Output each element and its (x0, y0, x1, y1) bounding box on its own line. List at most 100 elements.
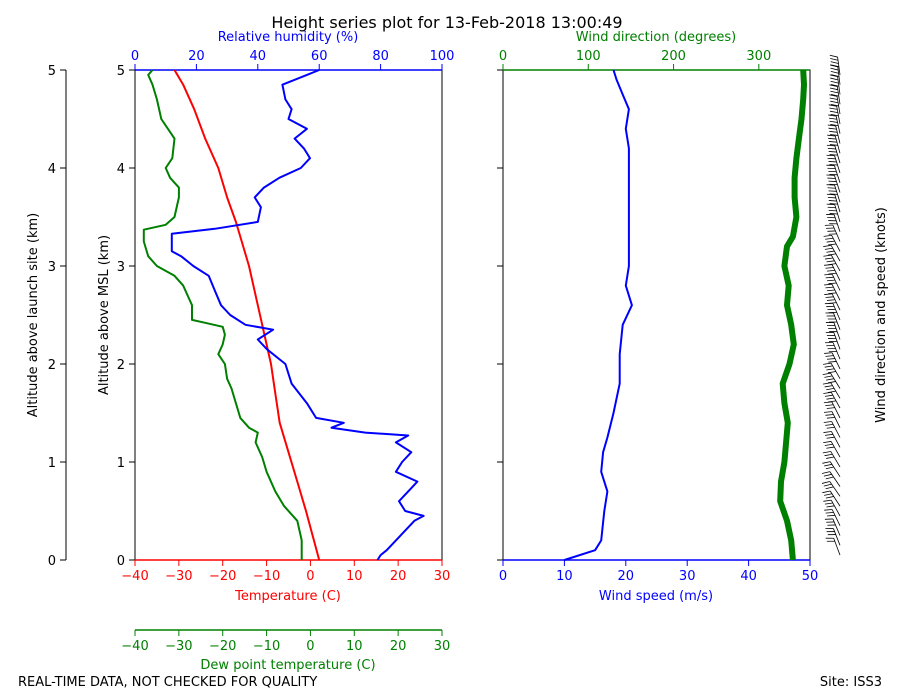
footer-site: Site: ISS3 (820, 675, 882, 690)
wind-barb-flag (826, 368, 835, 371)
wind-barb-flag (828, 127, 837, 130)
wind-barb-flag (828, 282, 837, 285)
wind-barb-staff (830, 499, 841, 517)
wind-barb-flag (829, 154, 838, 156)
wind-barb-staff (831, 411, 841, 428)
inner-y-tick-label: 5 (117, 64, 125, 79)
outer-y-tick-label: 4 (48, 162, 56, 177)
wind-barb-flag (828, 104, 837, 107)
wind-barb-flag (825, 466, 834, 470)
inner-y-tick-label: 3 (117, 260, 125, 275)
wind-barb-flag (826, 260, 835, 263)
wind-barb-flag (831, 84, 839, 87)
wind-barb-flag (825, 355, 834, 357)
wind-barb-flag (831, 64, 839, 68)
wind-barb-flag (828, 209, 837, 212)
dewpoint-tick-label: 20 (390, 639, 407, 654)
temperature-line (173, 69, 321, 561)
wind-barb-staff (831, 509, 841, 526)
rh-tick-label: 40 (250, 49, 267, 64)
temperature-tick-label: −30 (165, 569, 192, 584)
wind-barb-flag (826, 289, 835, 292)
wind-barb-flag (828, 400, 837, 403)
wind-barb-flag (825, 486, 834, 490)
wind-barb-flag (822, 451, 831, 454)
rh-tick-label: 20 (188, 49, 205, 64)
wind-barb-staff (830, 372, 841, 389)
wind-barb-flag (827, 381, 836, 384)
wind-barb-flag (830, 70, 839, 74)
wind-barb-flag (830, 61, 839, 64)
wind-barb-flag (824, 365, 833, 368)
wind-barb-flag (826, 269, 835, 272)
wind-barb-flag (821, 471, 830, 474)
wind-barb-flag (824, 273, 833, 276)
wind-barb-flag (828, 200, 837, 202)
wind-barb-flag (826, 250, 835, 253)
wind-barb-flag (823, 499, 832, 502)
wind-barb-flag (827, 206, 836, 209)
inner-y-tick-label: 1 (117, 456, 125, 471)
wind-barb-flag (829, 130, 838, 133)
wind-barb-flag (827, 147, 836, 150)
wind-barb-flag (827, 124, 836, 127)
xlabel-temperature: Temperature (C) (234, 589, 341, 604)
wind-barb-flag (828, 272, 837, 275)
wind-barb-flag (829, 144, 838, 146)
wind-barb-staff (829, 490, 841, 507)
wind-speed-tick-label: 50 (802, 569, 819, 584)
ylabel-launch-site: Altitude above launch site (km) (26, 213, 41, 417)
wind-barb-flag (827, 279, 836, 282)
xlabel-dewpoint: Dew point temperature (C) (200, 658, 375, 673)
wind-barb-flag (829, 84, 838, 87)
wind-direction-tick-label: 0 (499, 49, 507, 64)
wind-barb-flag (830, 103, 839, 107)
dew-point-line (142, 69, 303, 560)
wind-barb-flag (828, 117, 837, 120)
wind-barb-flag (823, 411, 833, 413)
dewpoint-tick-label: −10 (253, 639, 280, 654)
wind-barb-staff (830, 254, 841, 272)
wind-barb-flag (829, 120, 838, 123)
barbs-label: Wind direction and speed (knots) (874, 207, 889, 423)
wind-barb-flag (828, 114, 837, 117)
wind-barb-flag (826, 436, 835, 439)
wind-barb-flag (826, 144, 835, 147)
wind-barb-flag (823, 244, 832, 247)
wind-barb-flag (824, 453, 833, 457)
wind-barb-flag (828, 302, 837, 304)
wind-barb-flag (825, 296, 834, 298)
wind-barb-flag (824, 352, 833, 354)
wind-barb-flag (829, 97, 838, 100)
inner-y-tick-label: 0 (117, 554, 125, 569)
wind-barb-flag (829, 87, 838, 91)
rh-tick-label: 60 (311, 49, 328, 64)
wind-barb-flag (824, 257, 833, 260)
wind-barb-flag (828, 151, 837, 153)
rh-tick-label: 0 (131, 49, 139, 64)
wind-barb-flag (828, 263, 837, 266)
axes-group: 0 0 1 1 2 2 3 3 4 4 5 5 −40 −30 −20 −10 0 10 20 30 −40 −30 −20… (48, 49, 819, 654)
left-panel-frame (134, 69, 443, 561)
wind-barb-flag (829, 213, 838, 215)
wind-barb-flag (830, 113, 839, 117)
ylabel-msl: Altitude above MSL (km) (97, 235, 112, 395)
temperature-tick-label: 10 (346, 569, 363, 584)
chart-title: Height series plot for 13-Feb-2018 13:00… (271, 13, 622, 32)
wind-barb-flag (823, 362, 832, 365)
wind-barb-staff (831, 293, 841, 311)
wind-barb-flag (822, 490, 831, 494)
wind-barb-staff (834, 155, 841, 174)
wind-barb-flag (826, 203, 835, 206)
wind-barb-flag (826, 407, 835, 409)
temperature-tick-label: 20 (390, 569, 407, 584)
wind-barb-staff (830, 382, 841, 399)
wind-barb-flag (826, 378, 835, 381)
wind-barb-staff (833, 322, 841, 340)
wind-barb-flag (830, 94, 839, 97)
temperature-tick-label: −10 (253, 569, 280, 584)
wind-barb-flag (827, 196, 836, 199)
wind-barb-flag (825, 476, 834, 480)
wind-barb-flag (828, 141, 838, 143)
